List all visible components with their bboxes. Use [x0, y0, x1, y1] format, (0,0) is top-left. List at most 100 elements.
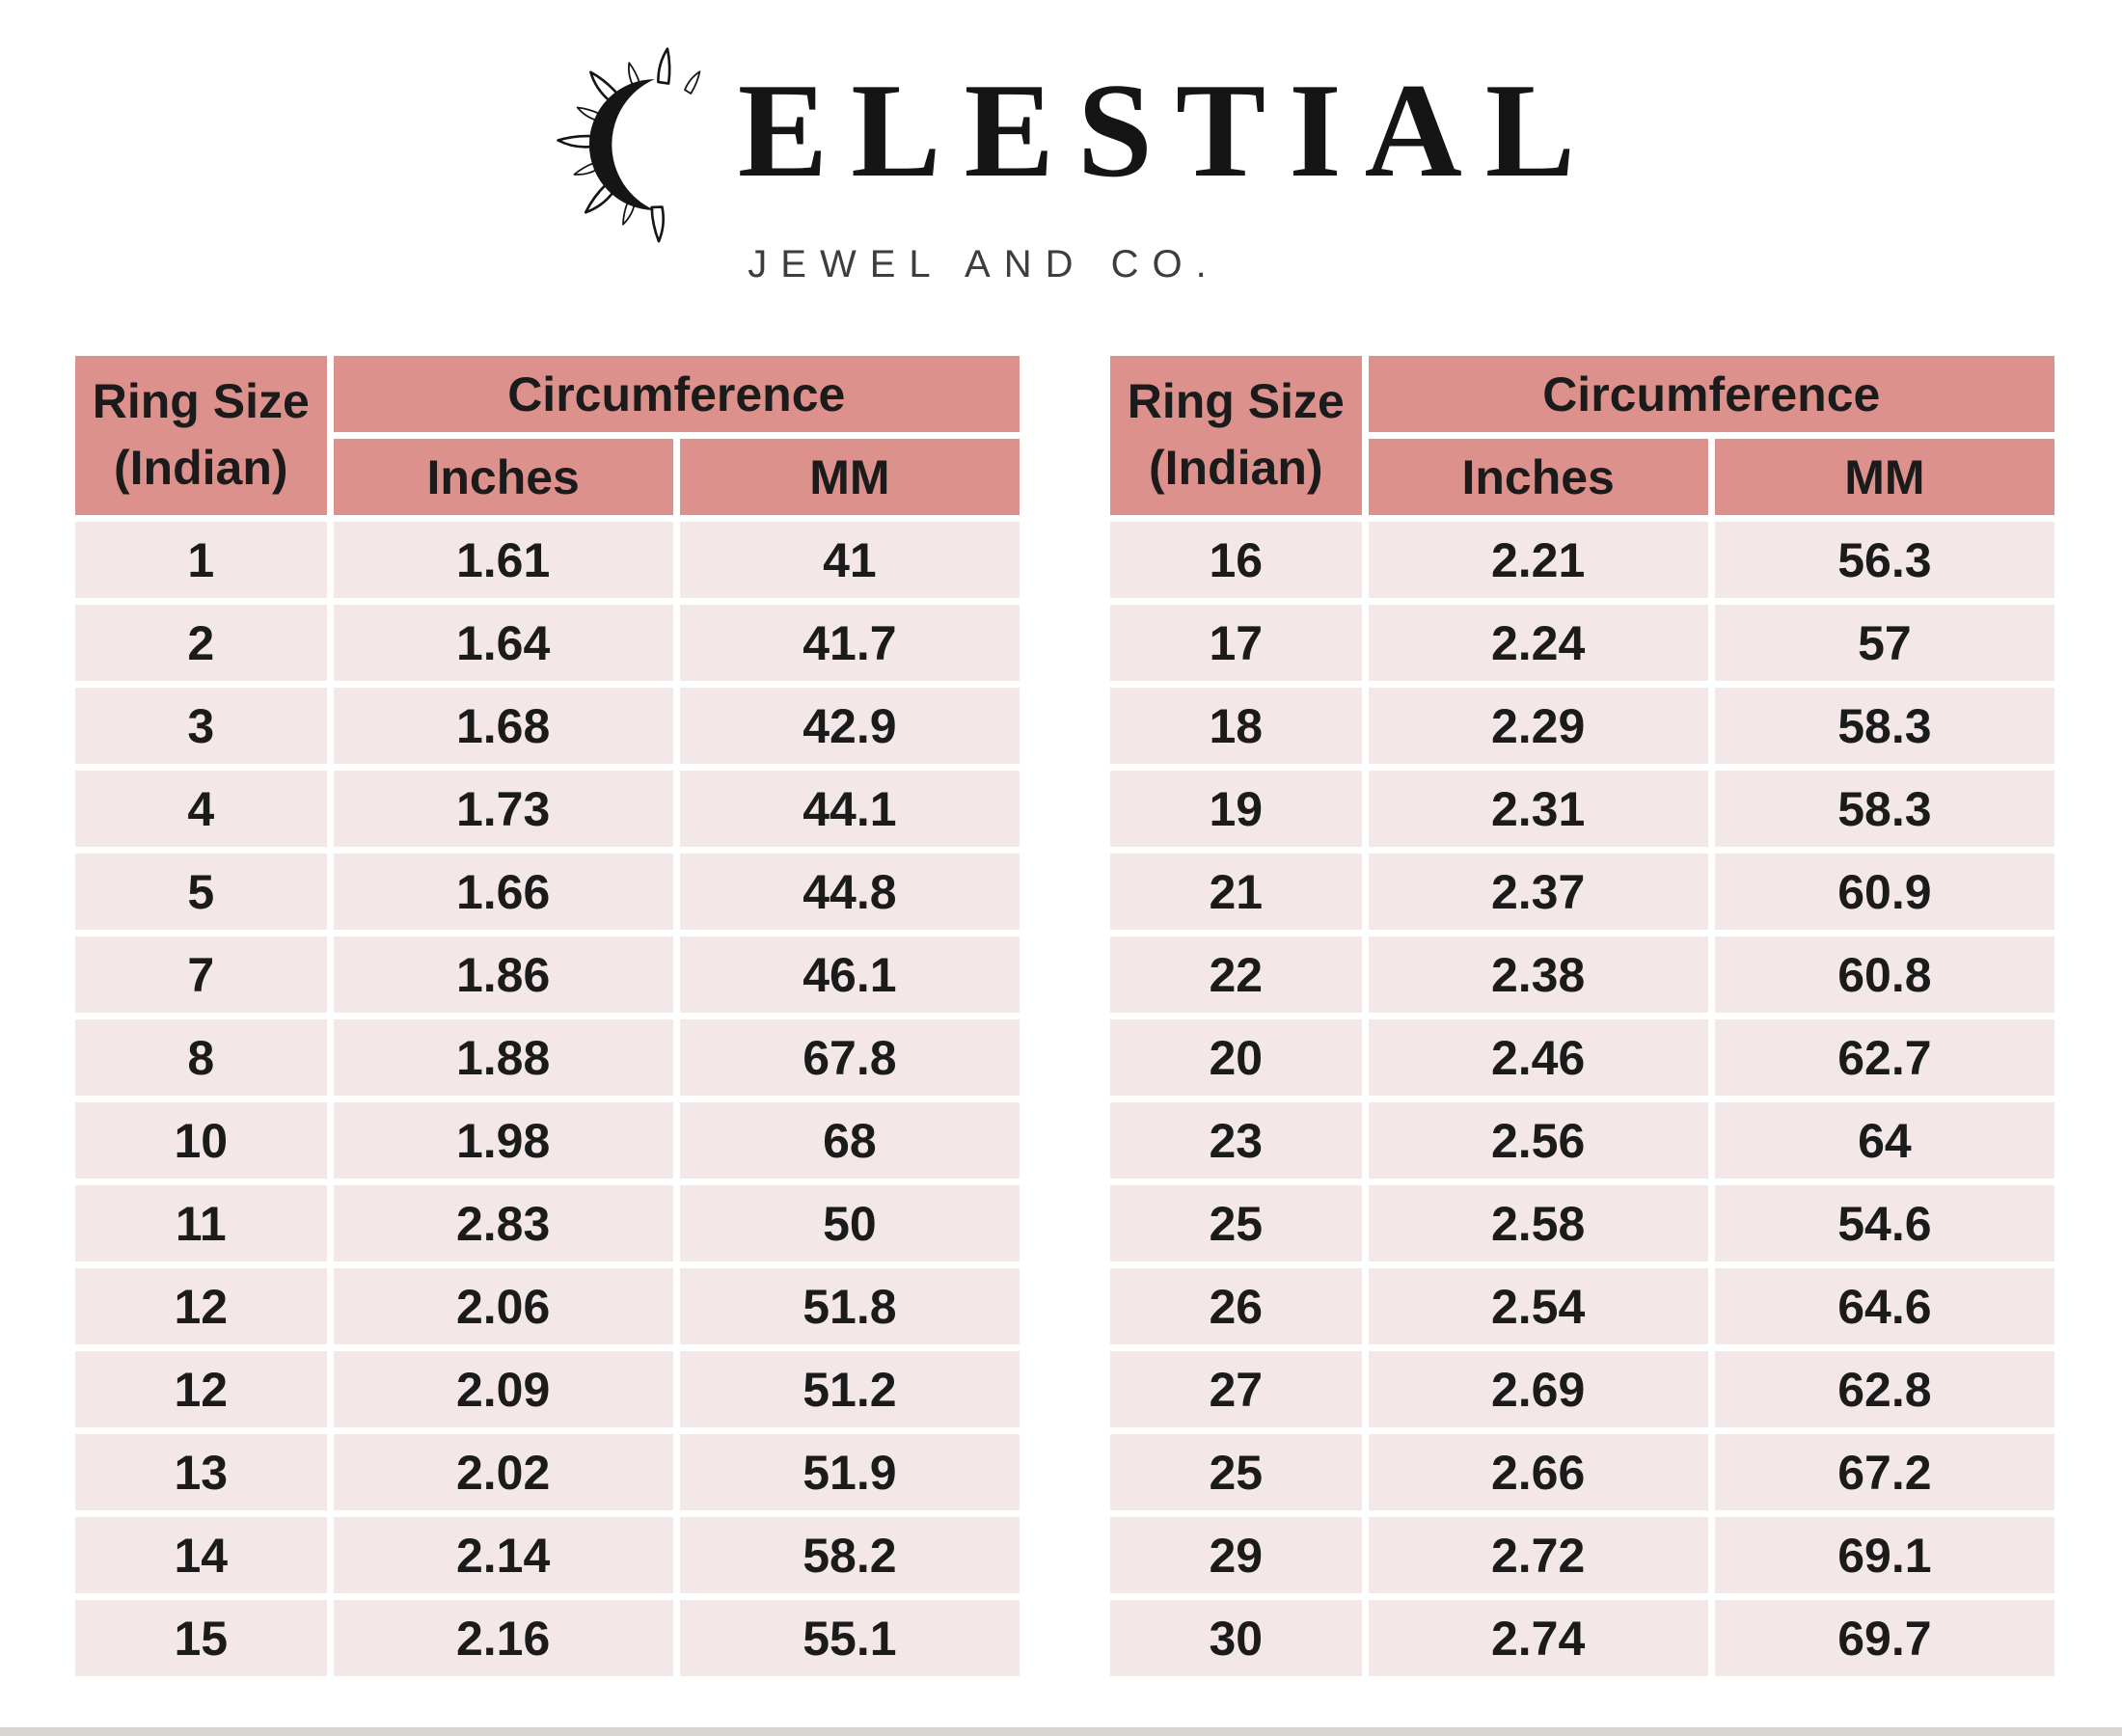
- ring-size-table-2: Ring Size (Indian) Circumference Inches …: [1110, 356, 2054, 1676]
- ring-size-cell: 23: [1110, 1102, 1362, 1179]
- inches-cell: 1.61: [333, 522, 673, 598]
- ring-size-cell: 25: [1110, 1185, 1362, 1261]
- ring-size-cell: 10: [75, 1102, 327, 1179]
- inches-cell: 2.14: [333, 1517, 673, 1593]
- inches-cell: 2.16: [333, 1600, 673, 1676]
- mm-cell: 62.7: [1714, 1019, 2054, 1096]
- ring-size-cell: 29: [1110, 1517, 1362, 1593]
- ring-size-cell: 11: [75, 1185, 327, 1261]
- inches-cell: 2.38: [1368, 936, 1708, 1013]
- mm-cell: 50: [679, 1185, 1020, 1261]
- ring-size-label: Ring Size: [1127, 373, 1345, 428]
- ring-size-cell: 13: [75, 1434, 327, 1510]
- inches-cell: 2.74: [1368, 1600, 1708, 1676]
- mm-cell: 51.9: [679, 1434, 1020, 1510]
- ring-size-table-1: Ring Size (Indian) Circumference Inches …: [75, 356, 1020, 1676]
- ring-size-cell: 4: [75, 771, 327, 847]
- inches-cell: 2.69: [1368, 1351, 1708, 1427]
- column-header-inches: Inches: [1368, 439, 1708, 515]
- mm-cell: 58.3: [1714, 771, 2054, 847]
- ring-size-sublabel: (Indian): [1149, 441, 1323, 496]
- ring-size-cell: 22: [1110, 936, 1362, 1013]
- inches-cell: 2.72: [1368, 1517, 1708, 1593]
- ring-size-cell: 30: [1110, 1600, 1362, 1676]
- ring-size-cell: 15: [75, 1600, 327, 1676]
- ring-size-cell: 2: [75, 605, 327, 681]
- mm-cell: 51.2: [679, 1351, 1020, 1427]
- inches-cell: 2.83: [333, 1185, 673, 1261]
- mm-cell: 57: [1714, 605, 2054, 681]
- column-header-inches: Inches: [333, 439, 673, 515]
- page-bottom-edge: [0, 1727, 2122, 1736]
- brand-logo: ELESTIAL JEWEL AND CO.: [0, 0, 2122, 286]
- column-header-ring-size: Ring Size (Indian): [1110, 356, 1362, 515]
- inches-cell: 2.66: [1368, 1434, 1708, 1510]
- ring-size-cell: 5: [75, 854, 327, 930]
- mm-cell: 51.8: [679, 1268, 1020, 1344]
- inches-cell: 2.06: [333, 1268, 673, 1344]
- brand-tagline: JEWEL AND CO.: [748, 243, 1220, 285]
- ring-size-cell: 16: [1110, 522, 1362, 598]
- mm-cell: 42.9: [679, 688, 1020, 764]
- mm-cell: 58.3: [1714, 688, 2054, 764]
- inches-cell: 1.88: [333, 1019, 673, 1096]
- mm-cell: 56.3: [1714, 522, 2054, 598]
- column-header-mm: MM: [679, 439, 1020, 515]
- inches-cell: 2.24: [1368, 605, 1708, 681]
- inches-cell: 2.02: [333, 1434, 673, 1510]
- mm-cell: 60.9: [1714, 854, 2054, 930]
- ring-size-cell: 26: [1110, 1268, 1362, 1344]
- inches-cell: 2.46: [1368, 1019, 1708, 1096]
- inches-cell: 1.73: [333, 771, 673, 847]
- inches-cell: 1.64: [333, 605, 673, 681]
- inches-cell: 2.09: [333, 1351, 673, 1427]
- inches-cell: 2.29: [1368, 688, 1708, 764]
- ring-size-cell: 19: [1110, 771, 1362, 847]
- ring-size-sublabel: (Indian): [114, 441, 288, 496]
- mm-cell: 44.1: [679, 771, 1020, 847]
- inches-cell: 2.31: [1368, 771, 1708, 847]
- column-header-circumference: Circumference: [333, 356, 1020, 432]
- column-header-circumference: Circumference: [1368, 356, 2054, 432]
- mm-cell: 46.1: [679, 936, 1020, 1013]
- brand-name: ELESTIAL: [737, 56, 1599, 205]
- mm-cell: 44.8: [679, 854, 1020, 930]
- inches-cell: 2.37: [1368, 854, 1708, 930]
- inches-cell: 2.58: [1368, 1185, 1708, 1261]
- inches-cell: 1.66: [333, 854, 673, 930]
- crescent-moon-sun-icon: [557, 47, 701, 243]
- ring-size-cell: 17: [1110, 605, 1362, 681]
- ring-size-cell: 12: [75, 1268, 327, 1344]
- inches-cell: 1.68: [333, 688, 673, 764]
- inches-cell: 2.54: [1368, 1268, 1708, 1344]
- ring-size-cell: 25: [1110, 1434, 1362, 1510]
- ring-size-cell: 1: [75, 522, 327, 598]
- ring-size-cell: 20: [1110, 1019, 1362, 1096]
- ring-size-cell: 21: [1110, 854, 1362, 930]
- mm-cell: 41: [679, 522, 1020, 598]
- ring-size-cell: 27: [1110, 1351, 1362, 1427]
- mm-cell: 55.1: [679, 1600, 1020, 1676]
- ring-size-cell: 14: [75, 1517, 327, 1593]
- mm-cell: 64.6: [1714, 1268, 2054, 1344]
- mm-cell: 62.8: [1714, 1351, 2054, 1427]
- mm-cell: 41.7: [679, 605, 1020, 681]
- ring-size-cell: 12: [75, 1351, 327, 1427]
- ring-size-cell: 8: [75, 1019, 327, 1096]
- mm-cell: 64: [1714, 1102, 2054, 1179]
- inches-cell: 1.86: [333, 936, 673, 1013]
- ring-size-cell: 7: [75, 936, 327, 1013]
- inches-cell: 2.21: [1368, 522, 1708, 598]
- column-header-ring-size: Ring Size (Indian): [75, 356, 327, 515]
- mm-cell: 68: [679, 1102, 1020, 1179]
- inches-cell: 1.98: [333, 1102, 673, 1179]
- ring-size-cell: 3: [75, 688, 327, 764]
- mm-cell: 69.7: [1714, 1600, 2054, 1676]
- mm-cell: 54.6: [1714, 1185, 2054, 1261]
- mm-cell: 58.2: [679, 1517, 1020, 1593]
- column-header-mm: MM: [1714, 439, 2054, 515]
- size-tables: Ring Size (Indian) Circumference Inches …: [0, 356, 2122, 1676]
- ring-size-cell: 18: [1110, 688, 1362, 764]
- mm-cell: 69.1: [1714, 1517, 2054, 1593]
